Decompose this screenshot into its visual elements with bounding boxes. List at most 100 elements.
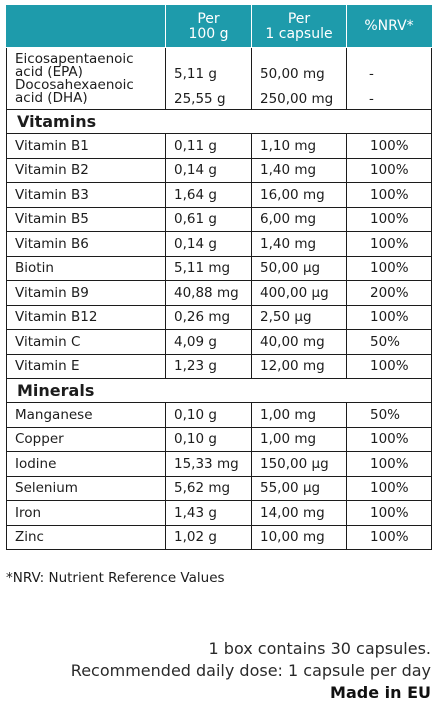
nutrient-row: Vitamin B9 40,88 mg 400,00 µg 200% — [6, 280, 432, 306]
vitamins-section-row: Vitamins — [6, 109, 432, 134]
nutrient-per-100g: 0,61 g — [165, 206, 252, 232]
nutrient-nrv: 100% — [346, 475, 432, 501]
nutrient-name: Vitamin E — [6, 353, 166, 379]
nutrient-nrv: 50% — [346, 402, 432, 428]
nutrient-per-100g: 40,88 mg — [165, 280, 252, 306]
nutrient-per-capsule: 50,00 µg — [251, 255, 347, 281]
nutrient-per-capsule: 40,00 mg — [251, 329, 347, 355]
fatty-acids-row: Eicosapentaenoic acid (EPA) Docosahexaen… — [6, 47, 432, 110]
nutrient-per-100g: 5,11 mg — [165, 255, 252, 281]
minerals-section-row: Minerals — [6, 378, 432, 403]
nutrient-row: Zinc 1,02 g 10,00 mg 100% — [6, 524, 432, 550]
nutrient-per-100g: 5,62 mg — [165, 475, 252, 501]
nutrient-per-100g: 1,43 g — [165, 500, 252, 526]
nutrient-name: Vitamin B2 — [6, 157, 166, 183]
nutrient-name: Manganese — [6, 402, 166, 428]
fatty-acids-percap: 50,00 mg 250,00 mg — [251, 47, 347, 110]
nutrient-name: Zinc — [6, 524, 166, 550]
nutrient-row: Vitamin E 1,23 g 12,00 mg 100% — [6, 353, 432, 379]
header-per-100g: Per 100 g — [165, 5, 252, 48]
nutrient-nrv: 100% — [346, 157, 432, 183]
nutrient-name: Vitamin B1 — [6, 133, 166, 159]
nutrient-nrv: 100% — [346, 524, 432, 550]
nutrient-row: Iron 1,43 g 14,00 mg 100% — [6, 500, 432, 526]
header-per-capsule-line1: Per — [287, 10, 311, 27]
nutrient-per-capsule: 12,00 mg — [251, 353, 347, 379]
nutrient-nrv: 100% — [346, 304, 432, 330]
header-per-capsule: Per 1 capsule — [251, 5, 347, 48]
epa-name-line1: Eicosapentaenoic — [15, 50, 134, 67]
nutrient-per-capsule: 6,00 mg — [251, 206, 347, 232]
nutrient-name: Selenium — [6, 475, 166, 501]
nutrient-row: Vitamin B6 0,14 g 1,40 mg 100% — [6, 231, 432, 257]
nutrient-per-100g: 0,14 g — [165, 157, 252, 183]
nutrient-per-capsule: 1,40 mg — [251, 231, 347, 257]
nutrient-row: Manganese 0,10 g 1,00 mg 50% — [6, 402, 432, 428]
nutrient-per-capsule: 150,00 µg — [251, 451, 347, 477]
nutrient-name: Iodine — [6, 451, 166, 477]
nutrient-row: Vitamin C 4,09 g 40,00 mg 50% — [6, 329, 432, 355]
table-header-row: Per 100 g Per 1 capsule %NRV* — [6, 5, 432, 48]
nutrient-per-100g: 4,09 g — [165, 329, 252, 355]
nutrient-per-capsule: 1,00 mg — [251, 426, 347, 452]
nutrient-per-capsule: 1,10 mg — [251, 133, 347, 159]
dha-name-line2: acid (DHA) — [15, 89, 88, 106]
fatty-acids-per100: 5,11 g 25,55 g — [165, 47, 252, 110]
nutrient-per-capsule: 1,00 mg — [251, 402, 347, 428]
nutrient-nrv: 100% — [346, 353, 432, 379]
nutrient-nrv: 100% — [346, 500, 432, 526]
nutrient-name: Vitamin B9 — [6, 280, 166, 306]
package-info: 1 box contains 30 capsules. Recommended … — [71, 638, 431, 704]
nutrient-name: Vitamin B5 — [6, 206, 166, 232]
nutrition-table: Per 100 g Per 1 capsule %NRV* Eicosapent… — [6, 5, 432, 550]
dha-nrv: - — [369, 91, 374, 107]
nutrient-row: Vitamin B3 1,64 g 16,00 mg 100% — [6, 182, 432, 208]
nutrient-per-capsule: 10,00 mg — [251, 524, 347, 550]
nutrient-row: Copper 0,10 g 1,00 mg 100% — [6, 426, 432, 452]
epa-per100: 5,11 g — [174, 66, 217, 82]
vitamins-heading: Vitamins — [6, 109, 432, 134]
made-in-text: Made in EU — [330, 683, 431, 702]
nutrient-per-capsule: 400,00 µg — [251, 280, 347, 306]
nutrient-row: Vitamin B5 0,61 g 6,00 mg 100% — [6, 206, 432, 232]
epa-percap: 50,00 mg — [260, 66, 325, 82]
dha-per100: 25,55 g — [174, 91, 226, 107]
nutrient-per-100g: 0,14 g — [165, 231, 252, 257]
nutrient-per-100g: 0,10 g — [165, 426, 252, 452]
nutrient-nrv: 100% — [346, 255, 432, 281]
nutrient-per-capsule: 14,00 mg — [251, 500, 347, 526]
nutrient-row: Vitamin B12 0,26 mg 2,50 µg 100% — [6, 304, 432, 330]
nutrient-row: Vitamin B1 0,11 g 1,10 mg 100% — [6, 133, 432, 159]
nutrient-per-100g: 15,33 mg — [165, 451, 252, 477]
nutrient-row: Vitamin B2 0,14 g 1,40 mg 100% — [6, 157, 432, 183]
nutrient-per-100g: 1,64 g — [165, 182, 252, 208]
nrv-footnote: *NRV: Nutrient Reference Values — [6, 570, 225, 586]
box-contents-text: 1 box contains 30 capsules. — [208, 639, 431, 658]
nutrient-name: Biotin — [6, 255, 166, 281]
nutrient-per-capsule: 1,40 mg — [251, 157, 347, 183]
epa-name-line2: acid (EPA) — [15, 63, 83, 80]
epa-nrv: - — [369, 66, 374, 82]
nutrient-name: Vitamin B6 — [6, 231, 166, 257]
nutrient-name: Copper — [6, 426, 166, 452]
nutrient-nrv: 100% — [346, 426, 432, 452]
nutrient-name: Vitamin C — [6, 329, 166, 355]
nutrient-name: Iron — [6, 500, 166, 526]
nutrient-nrv: 100% — [346, 231, 432, 257]
nutrient-nrv: 100% — [346, 133, 432, 159]
nutrient-nrv: 100% — [346, 451, 432, 477]
nutrient-row: Biotin 5,11 mg 50,00 µg 100% — [6, 255, 432, 281]
header-per-capsule-line2: 1 capsule — [265, 25, 333, 42]
nutrient-per-capsule: 55,00 µg — [251, 475, 347, 501]
nutrient-nrv: 200% — [346, 280, 432, 306]
header-nrv: %NRV* — [346, 5, 432, 48]
nutrient-per-100g: 1,02 g — [165, 524, 252, 550]
fatty-acids-nrv: - - — [346, 47, 432, 110]
nutrient-nrv: 100% — [346, 182, 432, 208]
nutrient-per-capsule: 2,50 µg — [251, 304, 347, 330]
fatty-acids-names: Eicosapentaenoic acid (EPA) Docosahexaen… — [6, 47, 166, 110]
nutrient-row: Iodine 15,33 mg 150,00 µg 100% — [6, 451, 432, 477]
nutrient-nrv: 50% — [346, 329, 432, 355]
dha-percap: 250,00 mg — [260, 91, 334, 107]
nutrient-per-100g: 0,10 g — [165, 402, 252, 428]
